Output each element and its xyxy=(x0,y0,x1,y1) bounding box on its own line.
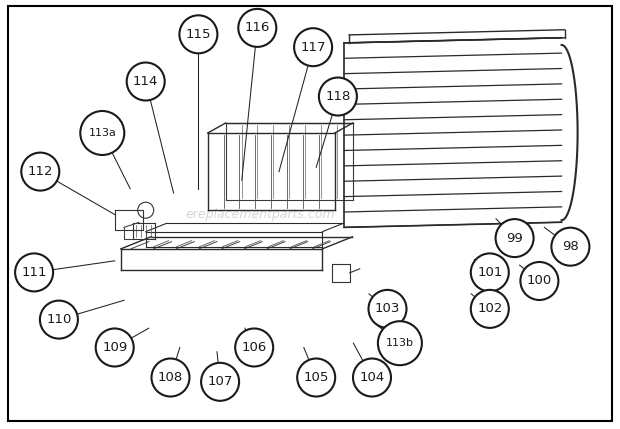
Text: 113a: 113a xyxy=(89,128,116,138)
Circle shape xyxy=(179,15,218,53)
Text: 116: 116 xyxy=(245,21,270,34)
Circle shape xyxy=(471,290,509,328)
Circle shape xyxy=(21,153,60,190)
Text: 106: 106 xyxy=(242,341,267,354)
Circle shape xyxy=(551,228,590,266)
Text: 99: 99 xyxy=(506,232,523,245)
Text: 113b: 113b xyxy=(386,338,414,348)
Circle shape xyxy=(297,359,335,396)
Circle shape xyxy=(235,329,273,366)
Text: 100: 100 xyxy=(527,275,552,287)
Text: 117: 117 xyxy=(300,41,326,54)
Text: 101: 101 xyxy=(477,266,502,279)
Text: 111: 111 xyxy=(21,266,47,279)
Circle shape xyxy=(353,359,391,396)
Circle shape xyxy=(378,321,422,365)
Circle shape xyxy=(40,301,78,338)
Circle shape xyxy=(294,28,332,66)
Circle shape xyxy=(238,9,277,47)
Text: 105: 105 xyxy=(304,371,329,384)
Circle shape xyxy=(126,63,165,100)
Circle shape xyxy=(471,254,509,291)
Text: 110: 110 xyxy=(46,313,71,326)
Circle shape xyxy=(151,359,190,396)
Text: 102: 102 xyxy=(477,302,502,315)
Circle shape xyxy=(520,262,559,300)
Text: 104: 104 xyxy=(360,371,384,384)
Text: 108: 108 xyxy=(158,371,183,384)
Text: ereplacementparts.com: ereplacementparts.com xyxy=(185,208,335,221)
Circle shape xyxy=(15,254,53,291)
Circle shape xyxy=(319,78,357,115)
Text: 114: 114 xyxy=(133,75,158,88)
Text: 112: 112 xyxy=(27,165,53,178)
Circle shape xyxy=(95,329,134,366)
Text: 115: 115 xyxy=(185,28,211,41)
Text: 109: 109 xyxy=(102,341,127,354)
Circle shape xyxy=(495,219,534,257)
Text: 98: 98 xyxy=(562,240,579,253)
Text: 107: 107 xyxy=(208,375,232,388)
Text: 118: 118 xyxy=(326,90,350,103)
Circle shape xyxy=(368,290,407,328)
Circle shape xyxy=(201,363,239,401)
Text: 103: 103 xyxy=(375,302,400,315)
Circle shape xyxy=(81,111,124,155)
